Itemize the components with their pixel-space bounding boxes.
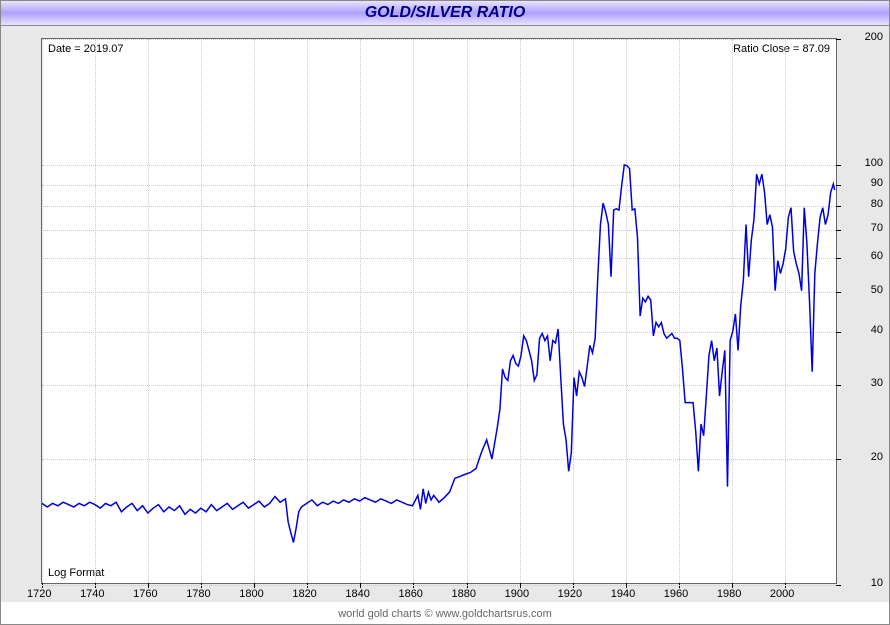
- y-tick-mark: [836, 230, 841, 231]
- plot-outer: Date = 2019.07 Ratio Close = 87.09 Log F…: [1, 26, 889, 602]
- y-axis-label: 40: [871, 324, 883, 336]
- x-axis-label: 1840: [345, 588, 369, 600]
- y-axis-label: 90: [871, 177, 883, 189]
- y-tick-mark: [836, 206, 841, 207]
- y-tick-mark: [836, 39, 841, 40]
- plot-area: Date = 2019.07 Ratio Close = 87.09 Log F…: [41, 38, 837, 584]
- x-axis-label: 1920: [558, 588, 582, 600]
- y-axis-label: 30: [871, 377, 883, 389]
- x-axis-label: 1900: [505, 588, 529, 600]
- y-axis-label: 10: [871, 577, 883, 589]
- y-tick-mark: [836, 585, 841, 586]
- ratio-line: [42, 165, 835, 543]
- x-axis-label: 1820: [292, 588, 316, 600]
- y-axis-label: 100: [865, 157, 883, 169]
- y-tick-mark: [836, 165, 841, 166]
- x-axis-label: 1980: [717, 588, 741, 600]
- x-axis-label: 1780: [186, 588, 210, 600]
- chart-title-bar: GOLD/SILVER RATIO: [1, 1, 889, 26]
- x-axis-label: 1760: [133, 588, 157, 600]
- y-tick-mark: [836, 332, 841, 333]
- x-axis-label: 1720: [27, 588, 51, 600]
- gridline-horizontal: [42, 585, 836, 586]
- line-chart-svg: [42, 39, 836, 583]
- x-axis-label: 1800: [239, 588, 263, 600]
- y-axis-label: 60: [871, 250, 883, 262]
- x-axis-label: 1940: [611, 588, 635, 600]
- x-axis-label: 1880: [452, 588, 476, 600]
- x-axis-label: 1960: [664, 588, 688, 600]
- x-axis-label: 1860: [398, 588, 422, 600]
- x-axis-label: 1740: [80, 588, 104, 600]
- x-axis-label: 2000: [770, 588, 794, 600]
- y-axis-label: 20: [871, 451, 883, 463]
- chart-title: GOLD/SILVER RATIO: [365, 4, 526, 22]
- y-axis-label: 80: [871, 198, 883, 210]
- y-tick-mark: [836, 185, 841, 186]
- y-tick-mark: [836, 258, 841, 259]
- y-axis-label: 200: [865, 31, 883, 43]
- y-tick-mark: [836, 292, 841, 293]
- y-tick-mark: [836, 459, 841, 460]
- footer-text: world gold charts © www.goldchartsrus.co…: [1, 608, 889, 620]
- y-tick-mark: [836, 385, 841, 386]
- chart-container: GOLD/SILVER RATIO Date = 2019.07 Ratio C…: [0, 0, 890, 625]
- y-axis-label: 50: [871, 284, 883, 296]
- y-axis-label: 70: [871, 222, 883, 234]
